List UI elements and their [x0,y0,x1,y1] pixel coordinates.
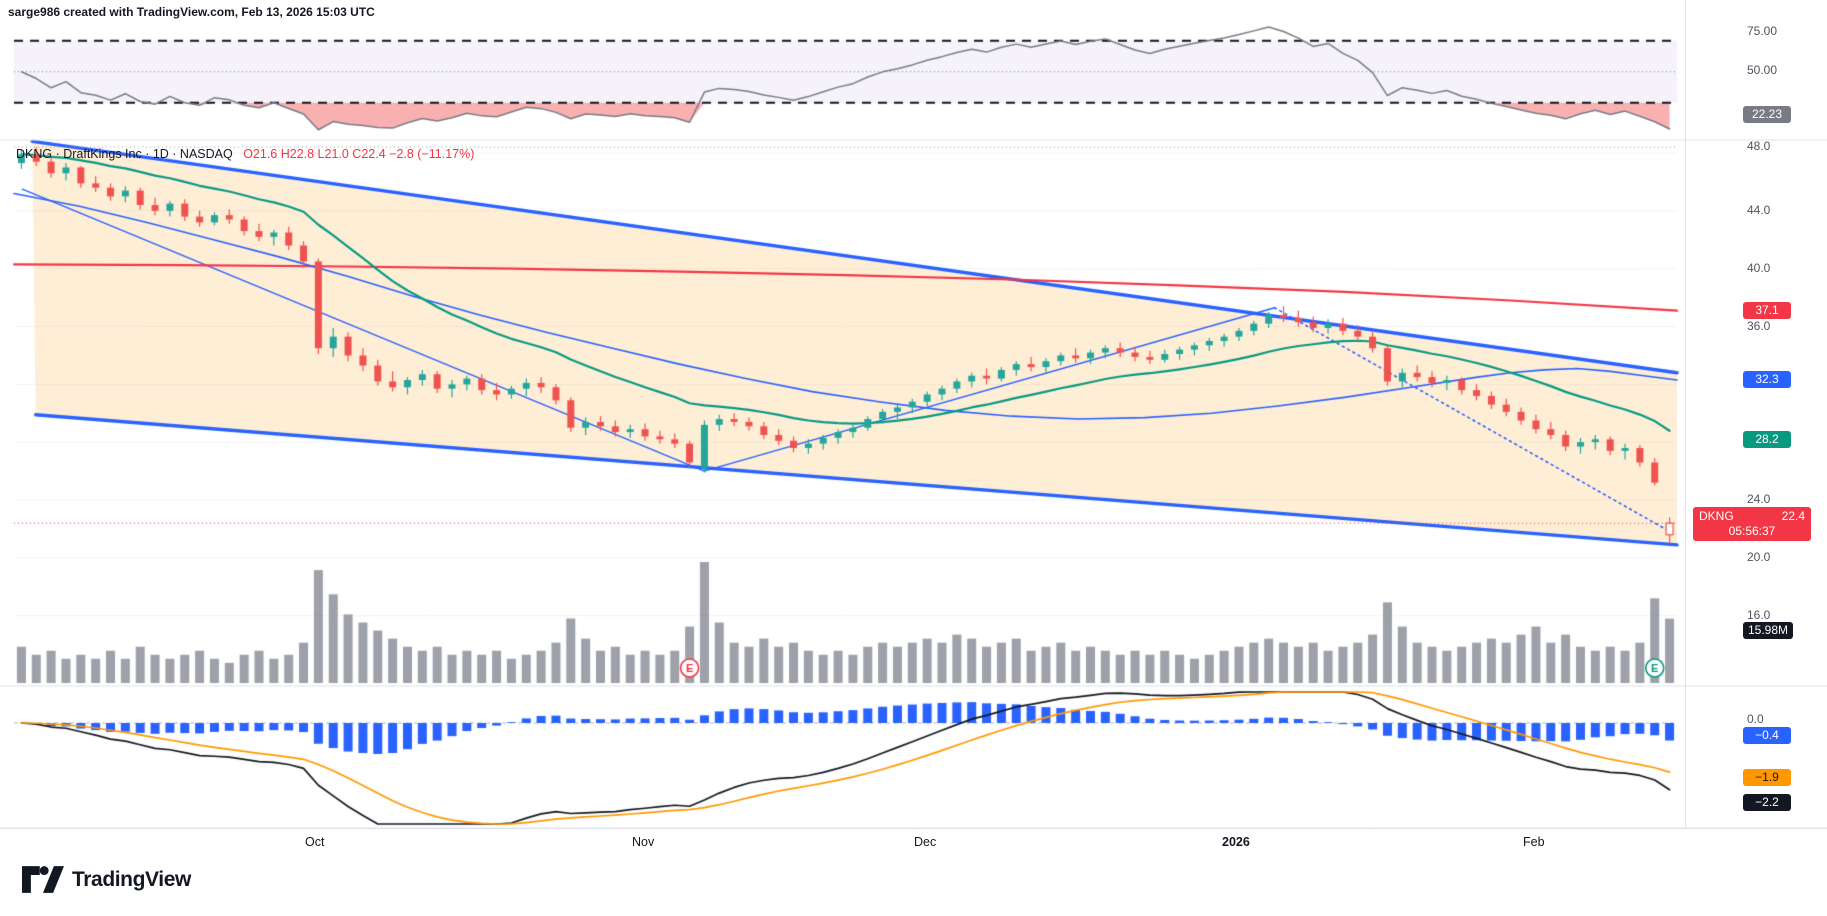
macd-line-badge: −2.2 [1743,794,1791,811]
macd-hist-badge: −0.4 [1743,727,1791,744]
price-tick-36: 36.0 [1747,319,1771,333]
attribution-text: sarge986 created with TradingView.com, F… [8,5,375,19]
price-tick-40: 40.0 [1747,261,1771,275]
volume-value-badge: 15.98M [1743,622,1794,639]
symbol-legend: DKNG · DraftKings Inc · 1D · NASDAQ O21.… [16,147,474,161]
badge-price: 22.4 [1781,509,1805,523]
green-ma-value-badge: 28.2 [1743,431,1791,448]
month-label-oct: Oct [305,835,325,849]
tradingview-logo-icon [22,866,64,893]
price-tick-16: 16.0 [1747,608,1771,622]
legend-symbol-title[interactable]: DKNG · DraftKings Inc · 1D · NASDAQ [16,147,233,161]
red-ma-value-badge: 37.1 [1743,302,1791,319]
year-label-2026: 2026 [1222,835,1250,849]
macd-signal-badge: −1.9 [1743,769,1791,786]
price-tick-24: 24.0 [1747,492,1771,506]
time-axis[interactable]: Oct Nov Dec 2026 Feb [0,828,1827,865]
rsi-value-badge: 22.23 [1743,106,1791,123]
price-tick-48: 48.0 [1747,139,1771,153]
tradingview-logo-text: TradingView [72,867,191,891]
rsi-tick-75: 75.00 [1747,24,1778,38]
rsi-tick-50: 50.00 [1747,63,1778,77]
month-label-feb: Feb [1523,835,1545,849]
price-scale-axis[interactable]: 75.00 50.00 22.23 48.0 44.0 40.0 36.0 24… [1685,0,1827,828]
current-price-badge: DKNG 22.4 05:56:37 [1693,507,1811,541]
badge-countdown: 05:56:37 [1728,524,1776,538]
blue-ma-value-badge: 32.3 [1743,371,1791,388]
price-tick-44: 44.0 [1747,203,1771,217]
legend-ohlc-values: O21.6 H22.8 L21.0 C22.4 −2.8 (−11.17%) [243,147,475,161]
macd-zero-label: 0.0 [1747,712,1764,726]
month-label-nov: Nov [632,835,655,849]
month-label-dec: Dec [914,835,937,849]
tradingview-logo[interactable]: TradingView [22,866,191,893]
badge-symbol: DKNG [1699,509,1734,523]
price-tick-20: 20.0 [1747,550,1771,564]
